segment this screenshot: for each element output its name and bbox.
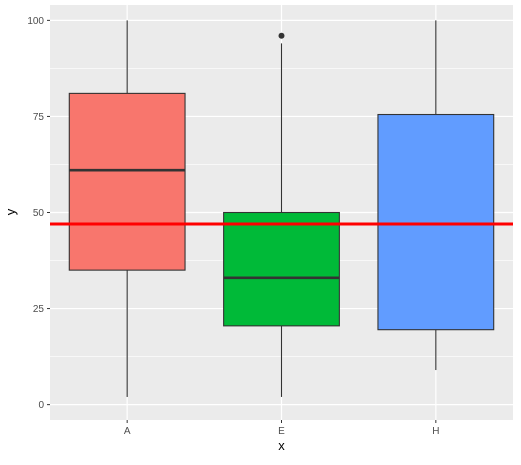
y-tick-label: 50 [33,208,45,219]
box-E [223,32,340,397]
y-tick-label: 100 [27,16,44,27]
box-body [223,211,340,327]
x-axis-title: x [278,438,285,453]
axes-group: 0 25 50 75 100 A E H [27,16,439,437]
box-A [68,20,186,397]
box-body [377,113,495,331]
x-tick-label: E [278,426,285,437]
y-tick-label: 0 [38,400,44,411]
y-tick-label: 75 [33,112,45,123]
box-body [68,92,186,271]
y-tick-label: 25 [33,304,45,315]
x-tick-label: A [124,426,131,437]
x-tick-label: H [432,426,439,437]
y-axis-title: y [3,208,18,215]
outlier-point [278,32,285,39]
